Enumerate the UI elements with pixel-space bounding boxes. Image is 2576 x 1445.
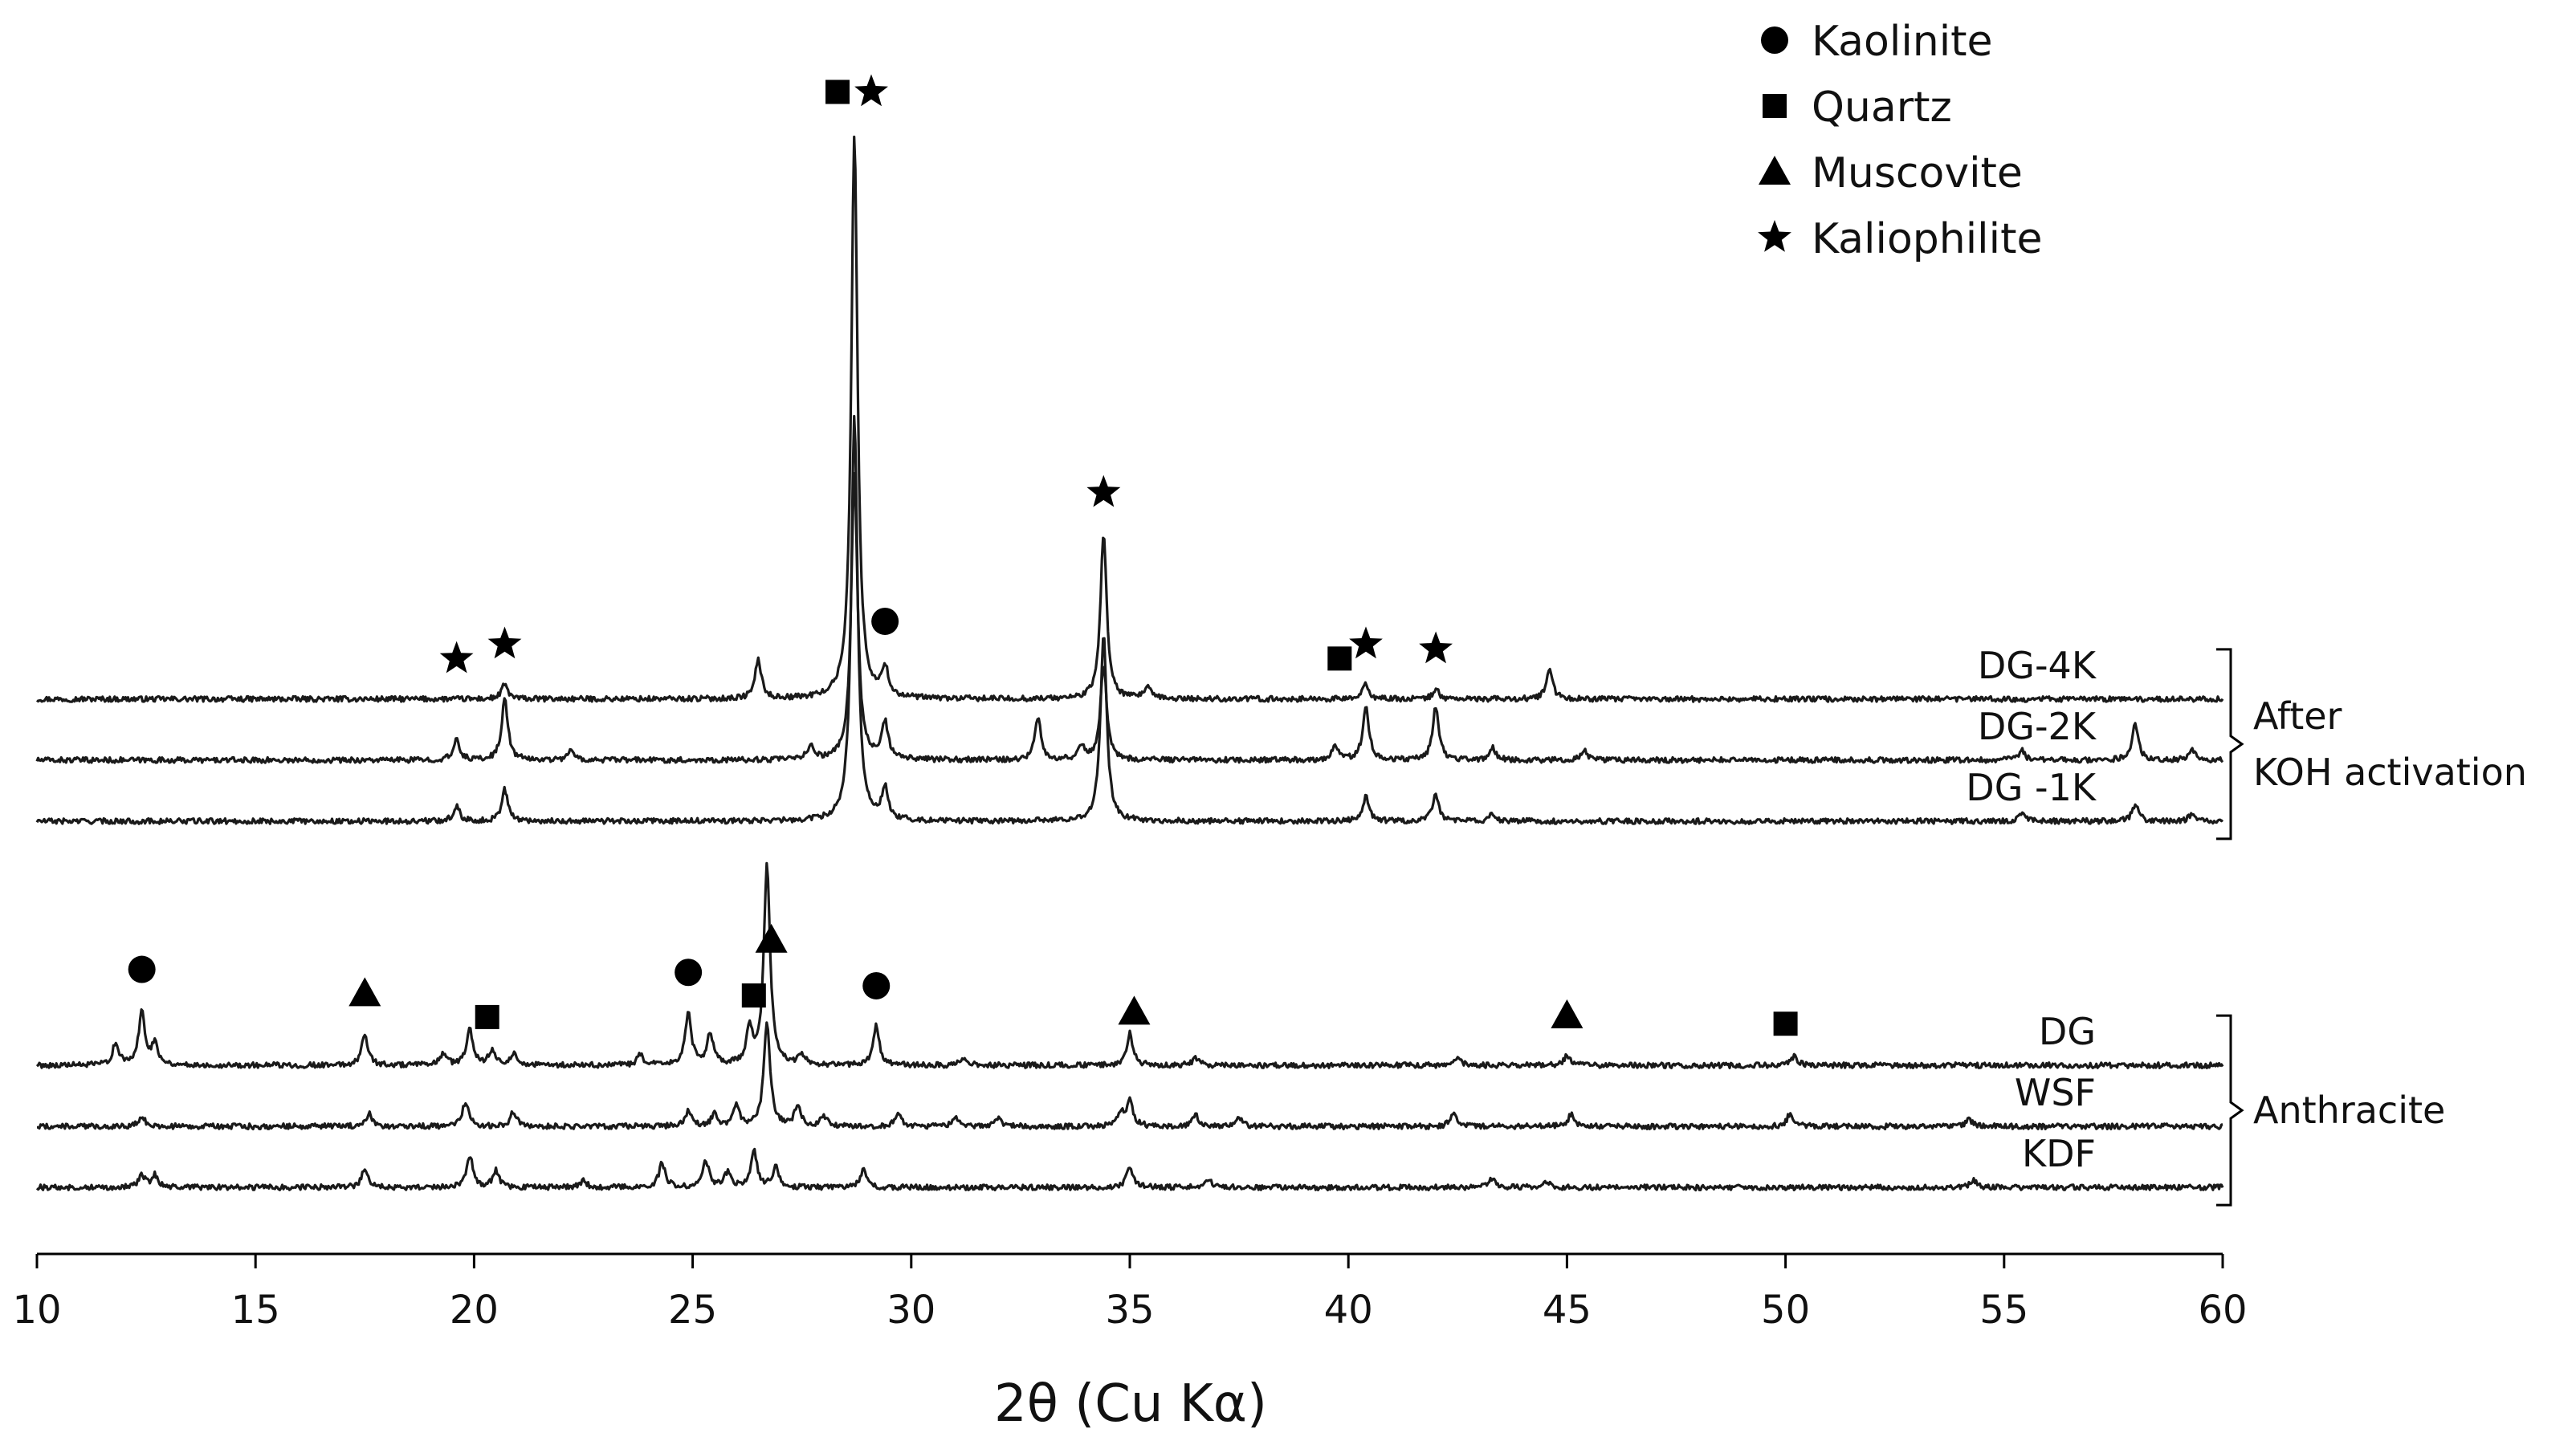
series-labels: DG-4K DG-2K DG -1K DG WSF KDF (1966, 644, 2097, 1175)
series-label: WSF (2015, 1071, 2096, 1114)
circle-peak-marker (675, 959, 703, 987)
triangle-peak-marker (755, 923, 788, 953)
series-label: DG-4K (1978, 644, 2097, 687)
square-legend-symbol (1763, 94, 1787, 118)
legend-label: Muscovite (1812, 149, 2023, 197)
x-axis: 10 15 20 25 30 35 40 45 50 55 60 2θ (Cu Kα) (12, 1252, 2248, 1434)
x-tick-label: 45 (1543, 1288, 1592, 1333)
square-peak-marker (741, 983, 766, 1008)
triangle-legend-symbol (1759, 156, 1791, 185)
x-tick-label: 35 (1105, 1288, 1154, 1333)
x-tick-label: 20 (450, 1288, 499, 1333)
peak-markers (128, 74, 1798, 1036)
group-brackets: After KOH activation Anthracite (2216, 648, 2527, 1207)
legend: Kaolinite Quartz Muscovite Kaliophilite (1758, 18, 2042, 263)
star-peak-marker (1086, 474, 1121, 507)
legend-label: Kaolinite (1812, 18, 1993, 66)
group-bracket (2216, 1014, 2244, 1207)
series-line (35, 135, 2224, 703)
x-tick-label: 40 (1324, 1288, 1373, 1333)
series-line (35, 1147, 2224, 1192)
x-tick-label: 25 (668, 1288, 717, 1333)
square-peak-marker (1773, 1012, 1798, 1036)
x-tick-label: 60 (2198, 1288, 2247, 1333)
series-traces (35, 135, 2224, 1192)
circle-peak-marker (871, 607, 899, 635)
square-peak-marker (475, 1004, 499, 1029)
x-tick-label: 10 (12, 1288, 61, 1333)
x-ticks: 10 15 20 25 30 35 40 45 50 55 60 (12, 1254, 2248, 1333)
star-peak-marker (1419, 631, 1453, 664)
series-line (36, 1021, 2223, 1130)
series-label: KDF (2022, 1132, 2096, 1175)
series-line (35, 472, 2224, 764)
series-label: DG (2039, 1010, 2096, 1053)
x-tick-label: 30 (887, 1288, 935, 1333)
x-tick-label: 15 (231, 1288, 280, 1333)
star-legend-symbol (1758, 220, 1791, 252)
series-line (35, 414, 2224, 825)
legend-label: Kaliophilite (1812, 215, 2042, 263)
circle-legend-symbol (1761, 26, 1788, 54)
triangle-peak-marker (1551, 999, 1584, 1028)
series-label: DG -1K (1966, 766, 2097, 809)
group-label: KOH activation (2253, 751, 2527, 794)
legend-label: Quartz (1812, 83, 1952, 132)
star-peak-marker (439, 641, 474, 674)
star-peak-marker (487, 626, 522, 659)
triangle-peak-marker (348, 977, 381, 1007)
circle-peak-marker (862, 971, 891, 999)
square-peak-marker (825, 79, 850, 104)
x-axis-title: 2θ (Cu Kα) (994, 1374, 1267, 1434)
series-line (35, 861, 2224, 1069)
star-peak-marker (854, 74, 888, 107)
square-peak-marker (1327, 646, 1352, 671)
group-label: Anthracite (2253, 1089, 2445, 1132)
triangle-peak-marker (1118, 995, 1151, 1025)
star-peak-marker (1349, 626, 1383, 659)
group-label: After (2253, 694, 2342, 738)
circle-peak-marker (128, 955, 156, 983)
x-tick-label: 50 (1761, 1288, 1810, 1333)
group-bracket (2216, 648, 2244, 841)
series-label: DG-2K (1978, 705, 2097, 748)
x-tick-label: 55 (1979, 1288, 2028, 1333)
